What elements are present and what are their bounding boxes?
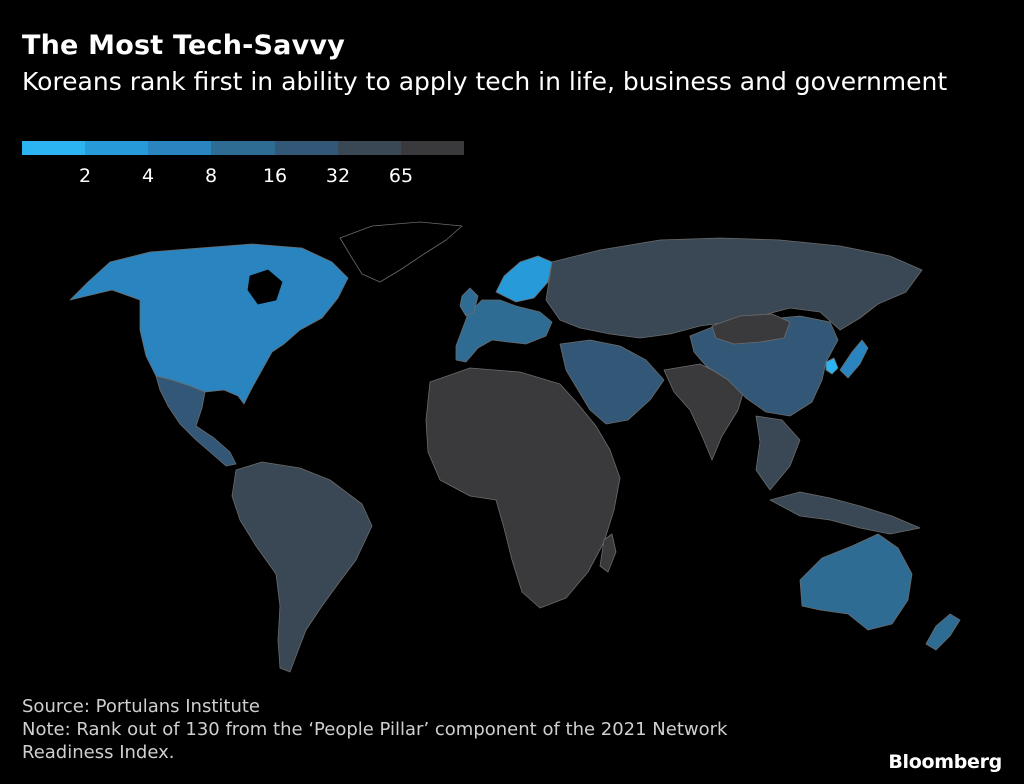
legend-swatch-2 xyxy=(85,141,149,155)
region-greenland: Greenland xyxy=(339,221,463,283)
region-north-america: North America (US & Canada) xyxy=(69,243,349,405)
region-russia-central-asia: Russia & Central Asia xyxy=(545,237,923,339)
source-note: Source: Portulans Institute xyxy=(22,696,260,717)
region-mexico-central-america: Mexico & Central America xyxy=(155,375,237,467)
bloomberg-logo: Bloomberg xyxy=(888,751,1002,773)
legend-swatch-5 xyxy=(274,141,338,155)
region-madagascar: Africa xyxy=(599,533,617,573)
world-map: Greenland North America (US & Canada) Me… xyxy=(69,221,961,673)
region-japan: Japan xyxy=(839,339,869,379)
legend-tick-2: 2 xyxy=(78,165,92,187)
chart-subtitle: Koreans rank first in ability to apply t… xyxy=(22,67,948,96)
region-africa: Africa xyxy=(425,367,621,609)
legend-tick-32: 32 xyxy=(325,165,351,187)
rank-note-line-1: Note: Rank out of 130 from the ‘People P… xyxy=(22,719,728,740)
region-australia: Australia xyxy=(799,533,913,631)
chart-title: The Most Tech-Savvy xyxy=(22,30,345,61)
region-south-america: South America xyxy=(231,461,373,673)
legend-tick-65: 65 xyxy=(388,165,414,187)
legend-swatch-7 xyxy=(400,141,464,155)
legend-swatch-6 xyxy=(337,141,401,155)
region-middle-east: Middle East xyxy=(559,339,665,425)
region-mongolia: Mongolia xyxy=(711,313,791,345)
region-new-zealand: New Zealand xyxy=(925,613,961,651)
legend-swatch-4 xyxy=(211,141,275,155)
legend-swatch-1 xyxy=(22,141,86,155)
legend-swatch-3 xyxy=(148,141,212,155)
legend-tick-4: 4 xyxy=(141,165,155,187)
hudson-bay xyxy=(247,269,283,305)
legend-tick-8: 8 xyxy=(204,165,218,187)
region-british-isles: Western Europe xyxy=(459,287,479,317)
region-southeast-asia: Southeast Asia xyxy=(755,415,801,491)
footer-notes: Source: Portulans Institute Note: Rank o… xyxy=(22,695,822,764)
color-legend: 2 4 8 16 32 65 xyxy=(22,141,464,191)
region-scandinavia: Scandinavia xyxy=(495,255,553,303)
region-maritime-southeast-asia: Southeast Asia xyxy=(769,491,921,535)
legend-tick-16: 16 xyxy=(262,165,288,187)
legend-color-bar xyxy=(22,141,464,155)
rank-note-line-2: Readiness Index. xyxy=(22,742,175,763)
region-south-korea: South Korea xyxy=(825,357,839,375)
